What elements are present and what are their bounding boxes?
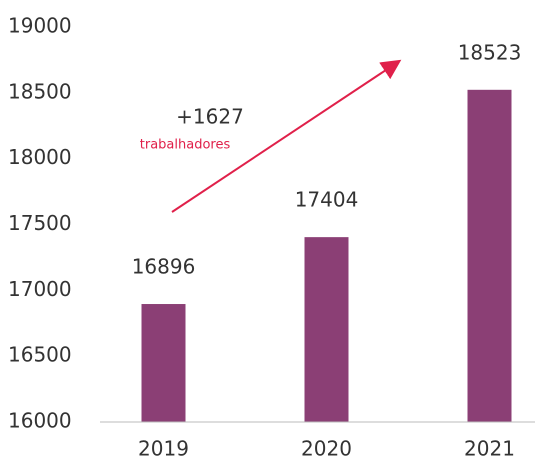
bar [467,89,512,423]
trend-arrow [171,59,402,213]
y-tick-label: 17000 [8,277,72,301]
data-label: 16896 [132,255,196,279]
y-tick-label: 18000 [8,145,72,169]
x-tick-label: 2020 [301,437,352,461]
y-tick-label: 16500 [8,343,72,367]
y-tick-label: 18500 [8,79,72,103]
y-tick-label: 16000 [8,409,72,433]
data-label: 18523 [458,40,522,64]
bar [141,304,186,422]
annotation: +1627 [176,105,244,129]
data-label: 17404 [295,188,359,212]
bar [304,237,349,422]
x-tick-label: 2019 [138,437,189,461]
y-tick-label: 17500 [8,211,72,235]
annotation: trabalhadores [140,138,231,153]
y-tick-label: 19000 [8,14,72,38]
x-tick-label: 2021 [464,437,515,461]
